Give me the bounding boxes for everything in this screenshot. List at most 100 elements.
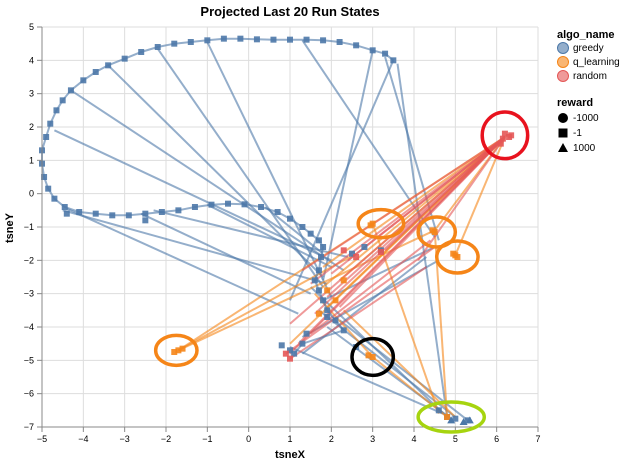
x-tick-label: 1	[287, 434, 292, 444]
x-tick-label: 2	[329, 434, 334, 444]
point-greedy	[76, 209, 83, 215]
y-tick-label: −2	[24, 255, 34, 265]
point-greedy	[299, 224, 306, 230]
legend-swatch-greedy	[557, 42, 569, 54]
trajectory-line-random	[417, 136, 506, 261]
trajectory-line-greedy	[62, 209, 328, 285]
point-greedy	[63, 210, 70, 217]
trajectory-line-greedy	[289, 346, 444, 415]
y-tick-label: −6	[24, 389, 34, 399]
point-greedy	[315, 287, 322, 294]
y-tick-label: −5	[24, 355, 34, 365]
x-axis-title: tsneX	[275, 449, 306, 461]
point-greedy	[142, 217, 149, 224]
trajectory-line-q_learning	[372, 356, 448, 418]
point-greedy	[237, 35, 244, 42]
point-greedy	[171, 40, 178, 47]
legend-label: -1000	[573, 113, 599, 124]
point-greedy	[191, 204, 198, 210]
highlight-annotations	[153, 110, 530, 434]
trajectory-line-greedy	[322, 50, 374, 281]
point-greedy	[452, 415, 459, 422]
point-greedy	[187, 39, 194, 45]
y-tick-label: 0	[29, 189, 34, 199]
point-greedy	[258, 204, 265, 210]
point-greedy	[59, 97, 66, 104]
point-greedy	[274, 209, 281, 215]
point-greedy	[287, 36, 293, 43]
point-q_learning	[179, 345, 186, 352]
point-q_learning	[171, 349, 178, 355]
point-random	[353, 254, 360, 260]
y-tick-label: 1	[29, 155, 34, 165]
point-q_learning	[369, 354, 376, 360]
legend-shape-square	[558, 128, 568, 138]
point-greedy	[332, 317, 339, 324]
trajectory-line-greedy	[206, 41, 333, 298]
trajectory-line-greedy	[153, 209, 349, 258]
point-greedy	[353, 42, 360, 49]
highlight-circle-lime	[416, 400, 487, 434]
trajectory-line-q_learning	[343, 309, 456, 418]
highlight-circle-orange-4	[153, 333, 199, 368]
highlight-circle-red	[480, 110, 530, 161]
point-greedy	[43, 134, 50, 140]
trajectory-line-greedy	[322, 246, 436, 302]
data-points	[39, 35, 515, 425]
point-greedy	[241, 201, 248, 208]
point-random	[499, 135, 506, 142]
y-tick-label: −1	[24, 222, 34, 232]
trajectory-line-greedy	[53, 129, 332, 262]
point-q_learning	[444, 414, 451, 420]
point-greedy	[175, 207, 182, 214]
trajectory-line-random	[297, 136, 506, 345]
axes: −5 −4 −3 −2 −1 0 1 2 3 4 5 6 7 5 4 3 2 1 0 −1 −2 −3 −4 −5 −6 −7	[24, 22, 541, 444]
point-greedy	[435, 407, 442, 414]
point-greedy	[320, 297, 327, 304]
point-greedy	[324, 314, 331, 320]
trajectory-line-greedy	[70, 89, 345, 272]
point-greedy	[109, 212, 116, 219]
shape-legend-title: reward	[557, 97, 593, 109]
point-greedy	[204, 37, 211, 44]
point-q_learning	[340, 277, 347, 284]
x-tick-label: 7	[535, 434, 540, 444]
legend-label: random	[573, 71, 607, 82]
point-greedy	[382, 50, 389, 57]
highlight-circle-orange-1	[356, 207, 406, 240]
point-greedy	[208, 201, 215, 208]
x-tick-label: −4	[78, 434, 88, 444]
point-random	[497, 140, 504, 147]
point-greedy	[225, 200, 231, 207]
point-greedy	[80, 77, 87, 84]
point-greedy	[125, 212, 132, 219]
point-greedy	[315, 267, 322, 274]
trajectory-line-q_learning	[371, 223, 440, 415]
point-greedy	[320, 244, 327, 250]
x-tick-label: 3	[370, 434, 375, 444]
trajectory-line-greedy	[140, 212, 312, 295]
x-tick-label: 6	[494, 434, 499, 444]
point-q_learning	[454, 254, 461, 260]
point-q_learning	[324, 287, 331, 294]
point-greedy	[253, 36, 260, 43]
trajectory-line-random	[289, 266, 427, 360]
point-q_learning	[365, 352, 372, 359]
point-greedy	[47, 120, 54, 127]
point-greedy	[51, 195, 58, 202]
point-greedy	[318, 254, 324, 260]
point-random	[377, 249, 384, 255]
y-tick-label: 4	[29, 55, 34, 65]
legend-label: greedy	[573, 43, 604, 54]
point-greedy	[142, 210, 149, 217]
point-greedy	[67, 87, 74, 94]
point-greedy-triangle	[465, 416, 474, 424]
trajectory-line-random	[384, 136, 506, 252]
point-greedy	[311, 277, 318, 284]
point-greedy	[299, 340, 306, 347]
x-tick-label: −2	[161, 434, 171, 444]
y-tick-label: −3	[24, 289, 34, 299]
point-greedy	[154, 44, 161, 50]
